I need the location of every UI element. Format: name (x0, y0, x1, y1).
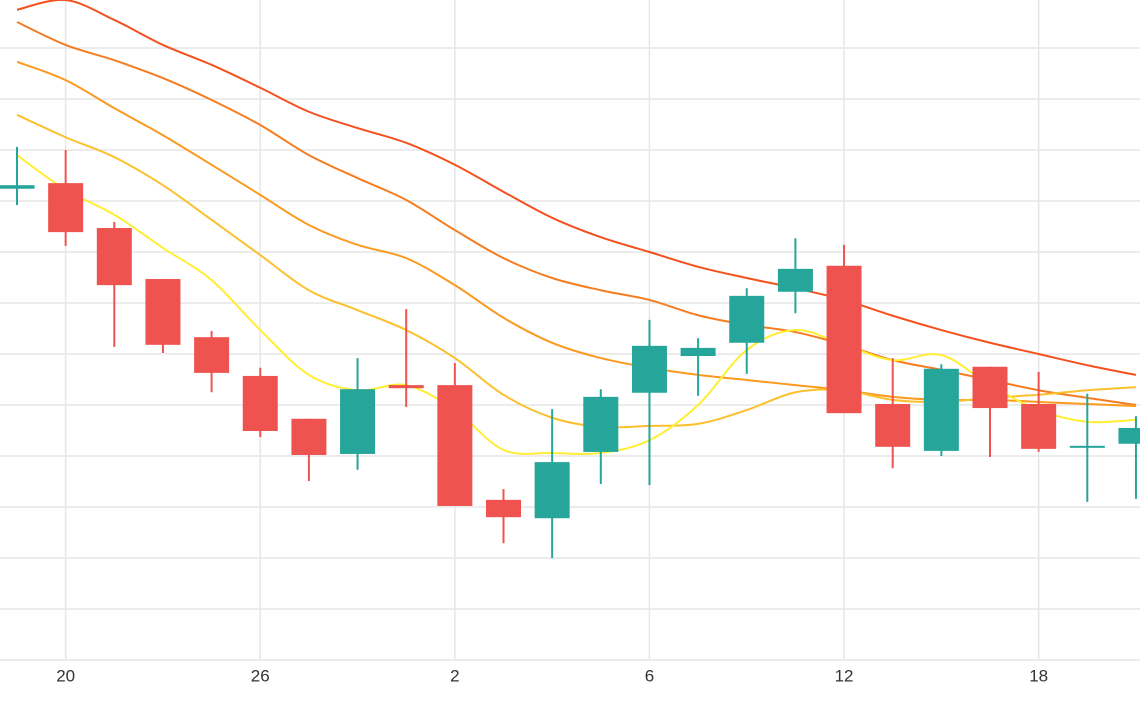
candle-body (631, 345, 667, 393)
candle-body (486, 499, 521, 518)
x-axis-labels: 20 26 2 6 12 18 (56, 666, 1048, 685)
candle-body (583, 396, 619, 452)
moving-average-line (16, 113, 1137, 429)
candle-body (777, 268, 813, 292)
candle-body (242, 375, 278, 432)
candle-body (340, 389, 376, 454)
candle-body (0, 185, 35, 189)
candle-body (437, 385, 473, 506)
x-tick-label: 26 (251, 666, 270, 685)
candle-body (923, 368, 959, 451)
candle-body (826, 265, 862, 414)
candle-body (145, 279, 181, 345)
moving-average-line (16, 0, 1137, 376)
candle-body (96, 228, 132, 286)
candle-body (875, 403, 911, 447)
candle-body (1118, 427, 1140, 444)
candle-body (291, 418, 327, 455)
candle-body (534, 462, 570, 519)
candle-body (48, 183, 84, 233)
moving-averages (16, 0, 1137, 456)
x-tick-label: 12 (835, 666, 854, 685)
x-tick-label: 18 (1029, 666, 1048, 685)
candle-body (1069, 445, 1105, 448)
moving-average-line (16, 154, 1136, 456)
x-tick-label: 6 (645, 666, 654, 685)
candle-body (680, 347, 716, 357)
candles (0, 146, 1140, 558)
x-tick-label: 2 (450, 666, 459, 685)
candle-body (729, 295, 765, 343)
candle-body (972, 366, 1008, 409)
candle-body (388, 385, 424, 389)
moving-average-line (16, 21, 1137, 406)
x-tick-label: 20 (56, 666, 75, 685)
candle-body (194, 337, 230, 373)
candle-body (1021, 403, 1057, 449)
